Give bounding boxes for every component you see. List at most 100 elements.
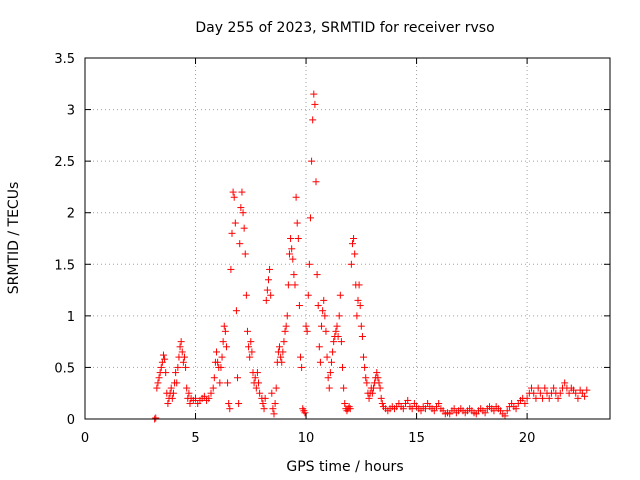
data-point: [259, 400, 267, 408]
data-point: [361, 363, 369, 371]
data-point: [262, 296, 270, 304]
data-point: [279, 348, 287, 356]
y-tick-label: 2.5: [54, 155, 75, 170]
data-point: [294, 235, 302, 242]
data-point: [554, 394, 562, 402]
data-point: [180, 353, 188, 361]
data-point: [266, 265, 274, 273]
data-point: [334, 332, 342, 340]
data-point: [336, 291, 344, 299]
plot-frame: [84, 57, 611, 420]
x-tick-label: 10: [298, 431, 315, 446]
data-point: [404, 396, 412, 404]
data-point: [365, 394, 373, 402]
data-point: [271, 400, 279, 408]
data-point: [374, 374, 382, 382]
data-point: [176, 343, 184, 351]
data-point: [312, 178, 320, 186]
data-point: [333, 322, 341, 330]
data-point: [153, 384, 161, 392]
data-point: [534, 384, 542, 392]
data-point: [235, 400, 243, 408]
data-point: [321, 312, 329, 320]
data-point: [360, 353, 368, 361]
data-point: [326, 369, 334, 377]
data-point: [373, 369, 381, 377]
data-point: [154, 379, 162, 387]
data-point: [162, 369, 170, 377]
data-point: [242, 291, 250, 299]
data-point: [240, 224, 248, 232]
y-tick-label: 3: [67, 104, 75, 119]
data-point: [550, 384, 558, 392]
data-point: [304, 291, 312, 299]
data-point: [430, 407, 438, 415]
data-point: [221, 327, 229, 335]
data-point: [450, 405, 458, 413]
data-point: [167, 384, 175, 392]
data-point: [272, 384, 280, 392]
data-point: [289, 255, 297, 263]
data-point: [318, 322, 326, 330]
data-point: [574, 394, 582, 402]
data-point: [339, 363, 347, 371]
data-point: [216, 379, 224, 387]
data-point: [241, 250, 249, 258]
data-point: [314, 302, 322, 310]
data-point: [362, 374, 370, 382]
data-point: [337, 338, 345, 346]
data-point: [322, 327, 330, 335]
data-point: [217, 363, 225, 371]
data-point: [378, 400, 386, 408]
data-point: [224, 379, 232, 387]
data-point: [523, 394, 531, 402]
data-point: [219, 338, 227, 346]
data-point: [354, 296, 362, 304]
data-point: [282, 322, 290, 330]
data-point: [161, 355, 169, 363]
data-point: [164, 400, 172, 408]
data-point: [369, 384, 377, 392]
data-point: [237, 204, 245, 212]
data-point: [280, 338, 288, 346]
data-point: [290, 271, 298, 279]
data-point: [320, 296, 328, 304]
data-point: [246, 353, 254, 361]
data-point: [256, 389, 264, 397]
data-point: [358, 332, 366, 340]
data-point: [230, 193, 238, 201]
data-point: [581, 392, 589, 400]
data-point: [270, 410, 278, 418]
data-point: [182, 363, 190, 371]
x-tick-labels: 0 5 10 15 20: [81, 431, 536, 446]
data-point: [209, 384, 217, 392]
data-point: [302, 322, 310, 330]
data-point: [287, 235, 295, 242]
data-point: [172, 369, 180, 377]
data-point: [285, 250, 293, 258]
data-point: [283, 312, 291, 320]
data-point: [243, 327, 251, 335]
chart-title: Day 255 of 2023, SRMTID for receiver rvs…: [195, 20, 494, 36]
data-point: [325, 384, 333, 392]
data-point: [200, 392, 208, 400]
data-point: [323, 353, 331, 361]
data-point: [309, 116, 317, 124]
data-point: [278, 358, 286, 366]
data-point: [234, 374, 242, 382]
data-point: [541, 384, 549, 392]
data-point: [192, 394, 200, 402]
data-point: [229, 188, 237, 196]
data-point: [319, 307, 327, 315]
data-point: [159, 351, 167, 359]
data-point: [268, 389, 276, 397]
data-point: [353, 312, 361, 320]
data-point: [347, 260, 355, 268]
data-point: [252, 384, 260, 392]
data-point: [177, 338, 185, 346]
data-point: [253, 369, 261, 377]
data-point: [329, 348, 337, 356]
data-point: [288, 245, 296, 253]
data-point: [348, 240, 356, 248]
data-point: [435, 400, 443, 408]
